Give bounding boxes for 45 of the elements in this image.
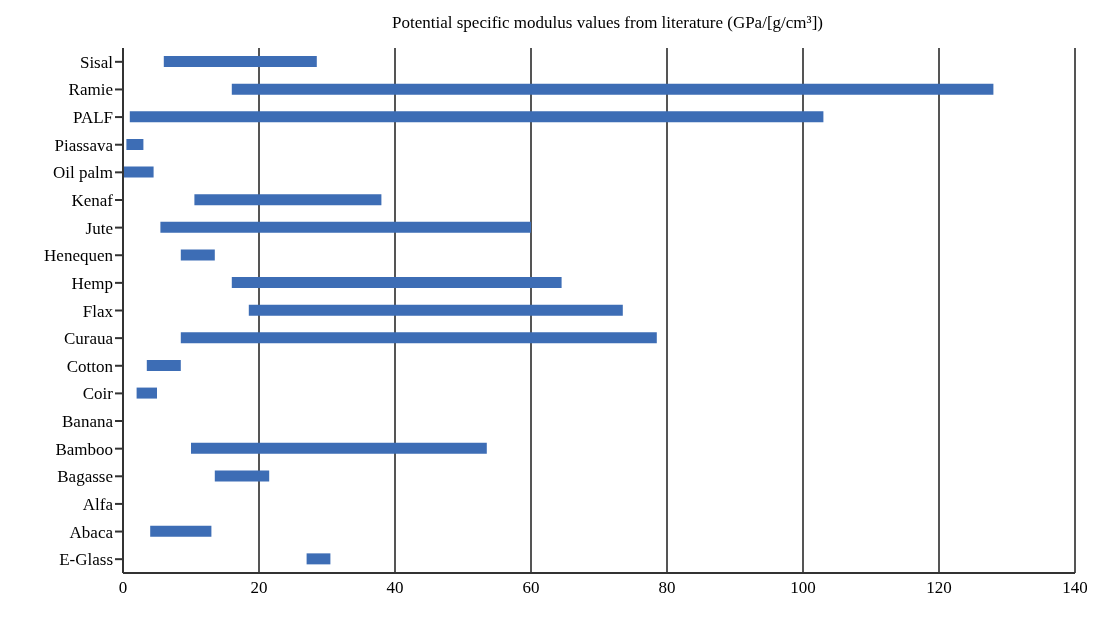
bar	[248, 304, 623, 316]
y-tick-label: Kenaf	[71, 191, 114, 211]
y-tick-label: Piassava	[54, 135, 114, 155]
bar	[150, 525, 212, 537]
bar	[180, 249, 215, 261]
y-tick-label: Cotton	[66, 356, 114, 376]
bar	[306, 553, 331, 565]
y-tick-label: Coir	[82, 384, 114, 404]
y-tick-label: Abaca	[69, 522, 114, 542]
bar	[123, 166, 154, 178]
y-tick-label: Oil palm	[53, 163, 113, 183]
x-tick-label: 100	[790, 578, 816, 598]
bar	[231, 277, 562, 289]
bar	[180, 332, 657, 344]
y-tick-label: PALF	[72, 108, 113, 128]
y-tick-label: Hemp	[71, 273, 113, 293]
bar	[163, 56, 317, 67]
bar	[191, 442, 487, 454]
bar	[214, 470, 270, 482]
x-tick-label: 0	[118, 578, 128, 598]
x-tick-label: 60	[522, 578, 540, 598]
y-tick-label: Curaua	[63, 329, 114, 349]
y-tick-label: Bagasse	[57, 467, 113, 487]
y-tick-label: Sisal	[79, 52, 114, 72]
y-tick-label: Bamboo	[55, 439, 113, 459]
bar	[129, 111, 824, 123]
bar	[126, 138, 144, 150]
bar	[160, 221, 531, 233]
x-tick-label: 40	[386, 578, 404, 598]
y-tick-label: Jute	[85, 218, 113, 238]
x-tick-label: 120	[926, 578, 952, 598]
bar	[146, 359, 181, 371]
y-tick-label: Henequen	[44, 246, 114, 266]
x-tick-label: 20	[250, 578, 268, 598]
x-tick-label: 80	[658, 578, 676, 598]
y-tick-label: Ramie	[68, 80, 113, 100]
bar	[231, 83, 994, 95]
bar	[136, 387, 157, 399]
y-tick-label: E-Glass	[59, 550, 113, 570]
chart-title: Potential specific modulus values from literature (GPa/[g/cm³])	[391, 12, 824, 34]
y-tick-label: Flax	[82, 301, 114, 321]
y-tick-label: Alfa	[82, 494, 114, 514]
bar	[194, 194, 382, 206]
x-tick-label: 140	[1062, 578, 1088, 598]
y-tick-label: Banana	[62, 412, 114, 432]
